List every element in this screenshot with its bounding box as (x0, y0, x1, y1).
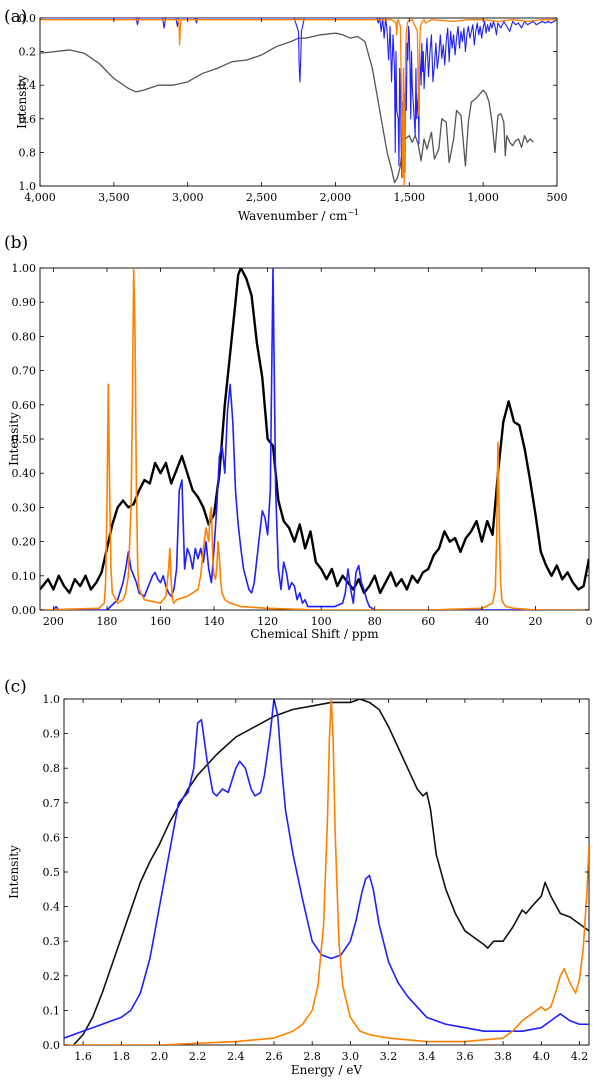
x-tick-label: 2.6 (265, 1050, 283, 1063)
y-tick-label: 0.4 (19, 79, 37, 92)
x-axis-label-text: Energy / eV (291, 1063, 363, 1077)
series-line-2 (40, 268, 589, 610)
x-tick-label: 140 (204, 615, 225, 628)
x-tick-label: 3.2 (380, 1050, 398, 1063)
x-tick-label: 4.2 (571, 1050, 589, 1063)
y-tick-label: 1.00 (12, 262, 37, 275)
x-tick-label: 0 (586, 615, 593, 628)
y-tick-label: 0.50 (12, 433, 37, 446)
x-tick-label: 3.8 (494, 1050, 512, 1063)
y-axis-label: Intensity (15, 75, 29, 129)
y-tick-label: 0.60 (12, 399, 37, 412)
y-tick-label: 0.40 (12, 467, 37, 480)
x-tick-label: 4,000 (24, 191, 56, 204)
series-line-1 (40, 268, 589, 595)
y-tick-label: 0.0 (19, 12, 37, 25)
x-axis-label: Energy / eV (291, 1063, 363, 1077)
series-line-1 (72, 699, 589, 1045)
series-line-3 (40, 268, 589, 610)
y-axis-label: Intensity (7, 845, 21, 899)
y-tick-label: 0.3 (43, 935, 61, 948)
y-tick-label: 0.8 (19, 146, 37, 159)
x-tick-label: 4.0 (533, 1050, 551, 1063)
x-tick-label: 3,000 (172, 191, 204, 204)
y-tick-label: 0.8 (43, 762, 61, 775)
x-tick-label: 3,500 (98, 191, 130, 204)
x-tick-label: 180 (96, 615, 117, 628)
y-tick-label: 0.5 (43, 866, 61, 879)
y-tick-label: 0.1 (43, 1004, 61, 1017)
y-tick-label: 0.2 (19, 46, 37, 59)
panel-label: (c) (4, 677, 27, 697)
y-tick-label: 0.10 (12, 570, 37, 583)
series-line-1 (40, 32, 534, 184)
y-tick-label: 0.20 (12, 536, 37, 549)
x-tick-label: 2.4 (227, 1050, 245, 1063)
x-axis-label-text: Wavenumber / cm (238, 209, 348, 223)
x-tick-label: 2.8 (303, 1050, 321, 1063)
panel-label: (b) (4, 233, 28, 253)
y-tick-label: 0.30 (12, 501, 37, 514)
y-tick-label: 0.90 (12, 296, 37, 309)
x-tick-label: 40 (475, 615, 489, 628)
y-tick-label: 0.6 (43, 831, 61, 844)
chart-panel-1: 4,000 3,500 3,000 2,500 2,000 1,500 1,000 500 0.… (4, 7, 568, 223)
x-axis-label-superscript: −1 (347, 208, 359, 217)
chart-panel-2: 200 180 160 140 120 100 80 60 40 20 00.000.100.200… (4, 233, 593, 641)
series-line-2 (40, 18, 557, 179)
series-line-3 (64, 699, 589, 1045)
x-axis-label-text: Chemical Shift / ppm (250, 627, 379, 641)
x-tick-label: 3.4 (418, 1050, 436, 1063)
x-tick-label: 2,500 (246, 191, 278, 204)
y-tick-label: 1.0 (19, 180, 37, 193)
x-tick-label: 500 (547, 191, 568, 204)
panel-label: (a) (4, 7, 27, 27)
y-tick-label: 0.70 (12, 365, 37, 378)
y-tick-label: 0.4 (43, 901, 61, 914)
x-tick-label: 3.6 (456, 1050, 474, 1063)
y-tick-label: 0.00 (12, 604, 37, 617)
y-tick-label: 0.2 (43, 970, 61, 983)
series-line-2 (64, 699, 589, 1039)
x-tick-label: 2.0 (151, 1050, 169, 1063)
x-axis-label: Chemical Shift / ppm (250, 627, 379, 641)
x-tick-label: 2.2 (189, 1050, 207, 1063)
x-tick-label: 160 (150, 615, 171, 628)
x-axis-label: Wavenumber / cm−1 (238, 208, 359, 223)
x-tick-label: 60 (421, 615, 435, 628)
plot-frame (39, 17, 558, 187)
y-tick-label: 0.0 (43, 1039, 61, 1052)
series-line-3 (40, 19, 557, 186)
plot-frame (63, 698, 590, 1046)
x-tick-label: 3.0 (342, 1050, 360, 1063)
y-tick-label: 0.6 (19, 113, 37, 126)
y-tick-label: 1.0 (43, 693, 61, 706)
x-tick-label: 20 (528, 615, 542, 628)
x-tick-label: 1,500 (394, 191, 426, 204)
x-tick-label: 80 (368, 615, 382, 628)
x-tick-label: 1,000 (467, 191, 499, 204)
x-tick-label: 2,000 (320, 191, 352, 204)
x-tick-label: 200 (43, 615, 64, 628)
y-axis-label: Intensity (7, 412, 21, 466)
y-tick-label: 0.9 (43, 728, 61, 741)
x-tick-label: 1.6 (74, 1050, 92, 1063)
x-tick-label: 120 (257, 615, 278, 628)
x-tick-label: 1.8 (113, 1050, 131, 1063)
y-tick-label: 0.7 (43, 797, 61, 810)
chart-panel-3: 1.6 1.8 2.0 2.2 2.4 2.6 2.8 3.0 3.2 3.4 3.6 3.8 4.0 4… (4, 677, 590, 1077)
y-tick-label: 0.80 (12, 330, 37, 343)
x-tick-label: 100 (311, 615, 332, 628)
